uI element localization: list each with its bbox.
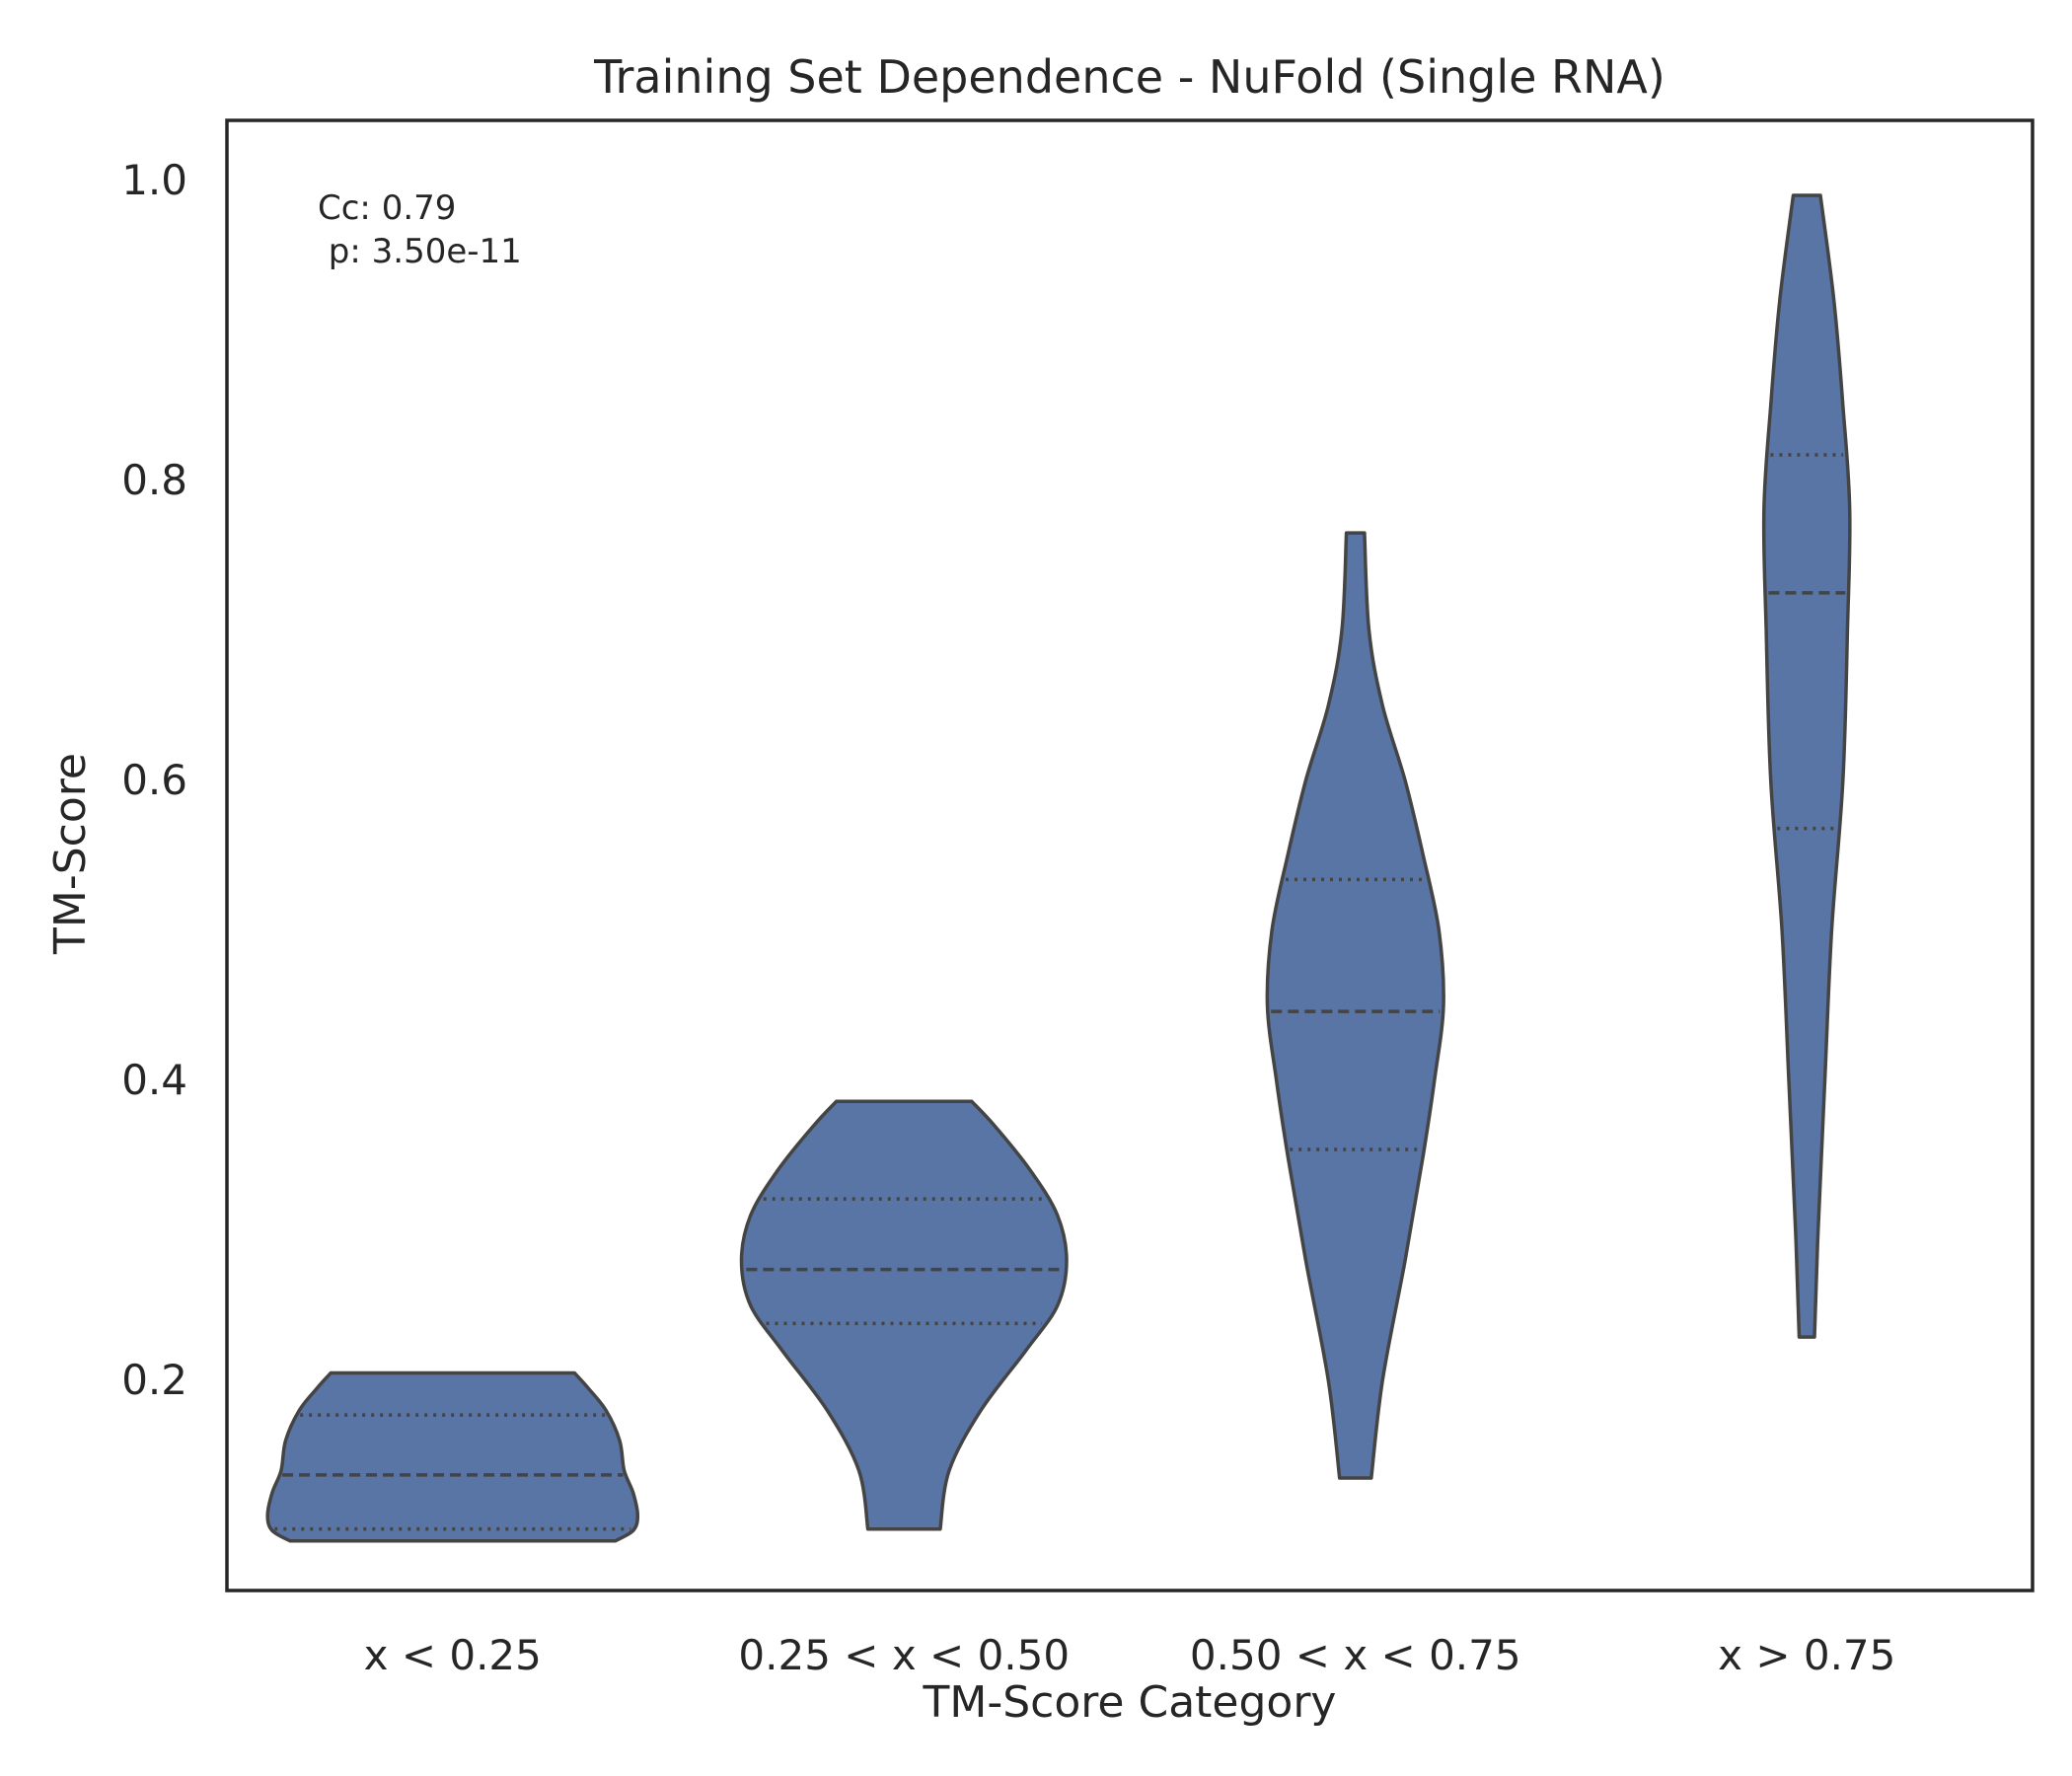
- violin-1: [265, 1370, 640, 1543]
- plot-frame: [225, 118, 2035, 1592]
- violin-4: [1761, 193, 1852, 1339]
- p-value-annotation: p: 3.50e-11: [318, 232, 522, 271]
- violin-body: [1265, 531, 1445, 1480]
- violin-3: [1265, 531, 1445, 1480]
- chart-title: Training Set Dependence - NuFold (Single…: [593, 50, 1665, 104]
- violin-body: [265, 1370, 640, 1543]
- x-tick-label: 0.25 < x < 0.50: [738, 1631, 1070, 1679]
- y-tick-label: 1.0: [121, 156, 187, 204]
- x-axis-ticks: x < 0.25 0.25 < x < 0.50 0.50 < x < 0.75 x …: [364, 1631, 1896, 1679]
- y-axis-ticks: 0.2 0.4 0.6 0.8 1.0: [121, 156, 187, 1404]
- x-tick-label: x > 0.75: [1718, 1631, 1895, 1679]
- y-axis-label: TM-Score: [45, 753, 96, 955]
- stats-annotation: Cc: 0.79 p: 3.50e-11: [318, 188, 522, 271]
- correlation-annotation: Cc: 0.79: [318, 188, 456, 228]
- plot-area: [265, 193, 1852, 1543]
- y-tick-label: 0.4: [121, 1056, 187, 1104]
- violin-2: [739, 1099, 1069, 1531]
- x-tick-label: x < 0.25: [364, 1631, 542, 1679]
- x-axis-label: TM-Score Category: [923, 1677, 1337, 1728]
- violin-body: [1761, 193, 1852, 1339]
- x-tick-label: 0.50 < x < 0.75: [1190, 1631, 1521, 1679]
- y-tick-label: 0.6: [121, 756, 187, 804]
- y-tick-label: 0.2: [121, 1356, 187, 1404]
- violin-body: [739, 1099, 1069, 1531]
- y-tick-label: 0.8: [121, 456, 187, 504]
